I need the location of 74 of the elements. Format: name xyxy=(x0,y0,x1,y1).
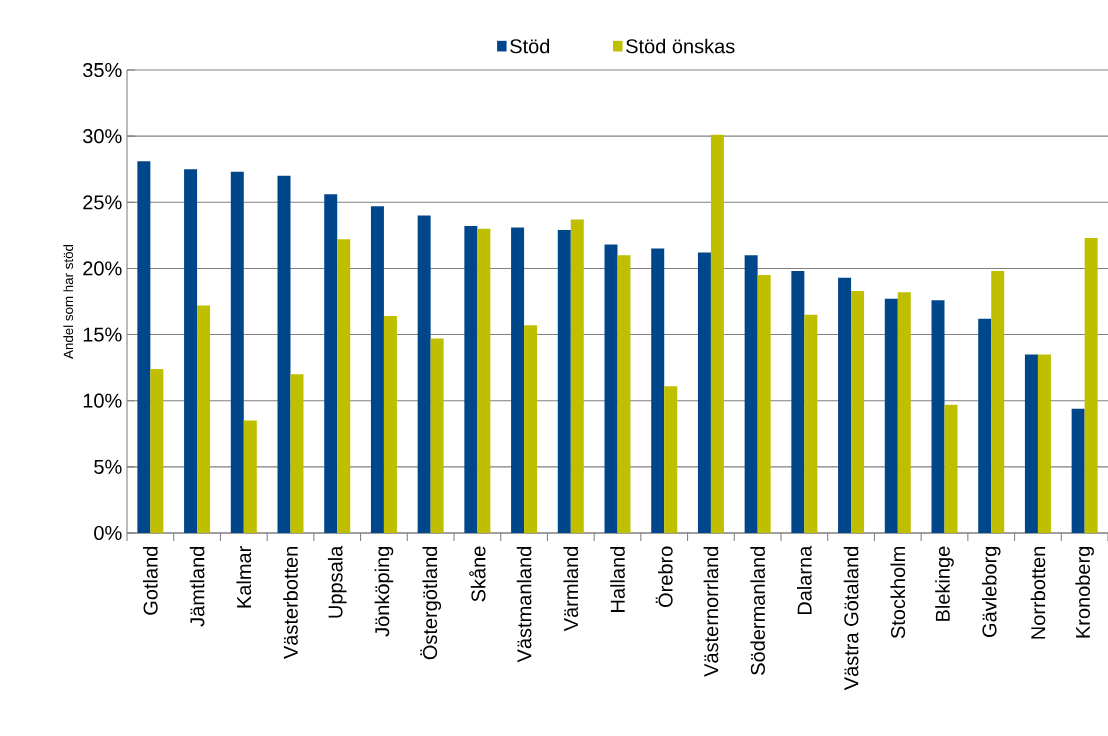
bar xyxy=(757,275,771,533)
bar xyxy=(944,404,958,533)
bar xyxy=(511,227,525,533)
bar xyxy=(290,374,304,533)
bar xyxy=(744,255,758,533)
x-tick-label: Kronoberg xyxy=(1075,547,1094,638)
bar xyxy=(697,252,711,533)
bar xyxy=(804,314,818,533)
bar xyxy=(791,271,805,533)
x-tick-label: Halland xyxy=(610,547,625,612)
bar xyxy=(1084,238,1098,533)
bar xyxy=(337,239,351,533)
x-tick-label: Västernorrland xyxy=(703,547,719,677)
bar xyxy=(243,420,257,533)
y-tick-label: 30% xyxy=(83,129,122,144)
bar xyxy=(664,386,678,533)
bar xyxy=(150,368,164,533)
bar xyxy=(851,290,865,533)
y-tick-label: 15% xyxy=(83,327,122,342)
x-tick-label: Västmanland xyxy=(516,547,532,663)
bar xyxy=(464,226,478,533)
bar xyxy=(184,169,198,533)
x-tick-label: Örebro xyxy=(655,546,673,607)
bar xyxy=(884,298,898,533)
bar xyxy=(524,325,538,533)
legend-label: Stöd önskas xyxy=(626,38,735,54)
bar xyxy=(1037,354,1051,533)
bar xyxy=(383,316,397,533)
bar xyxy=(230,171,244,533)
bar xyxy=(557,230,571,533)
x-tick-label: Kalmar xyxy=(236,546,252,608)
y-tick-label: 25% xyxy=(83,195,122,210)
y-tick-label: 0% xyxy=(94,525,122,541)
bar xyxy=(137,161,151,533)
x-tick-label: Uppsala xyxy=(327,545,347,618)
x-tick-label: Östergötland xyxy=(420,547,442,660)
bar xyxy=(370,206,384,533)
bar xyxy=(570,219,584,533)
x-tick-label: Skåne xyxy=(469,546,486,602)
x-tick-label: Jönköping xyxy=(374,547,394,637)
y-tick-label: 10% xyxy=(83,393,122,408)
bar xyxy=(430,338,444,533)
bar xyxy=(197,305,211,533)
bar xyxy=(617,255,631,533)
x-tick-label: Gotland xyxy=(143,547,158,615)
bar xyxy=(417,215,431,533)
x-tick-label: Blekinge xyxy=(935,546,954,621)
x-tick-label: Västra Götaland xyxy=(843,547,859,691)
x-tick-label: Jämtland xyxy=(189,547,205,627)
y-tick-label: 35% xyxy=(83,62,122,78)
y-tick-label: 5% xyxy=(94,459,122,474)
bar xyxy=(710,134,724,533)
x-tick-label: Gävleborg xyxy=(981,547,1001,637)
x-tick-label: Stockholm xyxy=(890,547,906,639)
x-tick-label: Värmland xyxy=(563,547,579,632)
bar xyxy=(604,244,618,533)
y-tick-label: 20% xyxy=(83,261,122,276)
bar xyxy=(931,300,945,533)
bar xyxy=(1024,354,1038,533)
x-tick-label: Södermanland xyxy=(750,547,765,675)
x-tick-label: Västerbotten xyxy=(283,547,298,660)
y-axis-title: Andel som har stöd xyxy=(63,244,74,359)
bar xyxy=(651,248,665,533)
bar xyxy=(477,228,491,533)
bar xyxy=(897,292,911,533)
bar xyxy=(1071,408,1085,533)
legend-label: Stöd xyxy=(510,38,550,54)
bar xyxy=(277,175,291,533)
bar xyxy=(324,194,338,533)
bar xyxy=(991,271,1005,533)
x-tick-label: Norrbotten xyxy=(1030,547,1046,639)
x-tick-label: Dalarna xyxy=(797,545,812,615)
bar xyxy=(978,318,992,533)
bar xyxy=(838,277,852,533)
